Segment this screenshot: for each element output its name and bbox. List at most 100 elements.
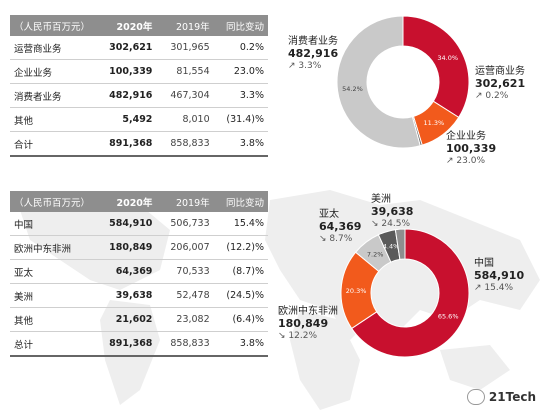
label-change: ↘ 8.7% — [319, 234, 353, 244]
row-2019: 8,010 — [156, 107, 214, 132]
row-change: (24.5)% — [213, 283, 268, 308]
table-header-row: （人民币百万元） 2020年 2019年 同比变动 — [10, 15, 268, 36]
row-change: (6.4)% — [213, 307, 268, 332]
header-2020: 2020年 — [99, 15, 157, 36]
label-name: 欧洲中东非洲 — [278, 306, 338, 317]
segment-revenue-table: （人民币百万元） 2020年 2019年 同比变动 运营商业务 302,621 … — [10, 15, 268, 157]
table-row: 企业业务 100,339 81,554 23.0% — [10, 59, 268, 84]
row-name: 其他 — [10, 307, 100, 332]
row-change: 0.2% — [213, 36, 268, 60]
row-2019: 52,478 — [156, 283, 214, 308]
row-change: (12.2)% — [213, 235, 268, 260]
donut-slice — [402, 15, 470, 119]
donut-slice — [336, 15, 421, 149]
row-2020: 39,638 — [99, 283, 157, 308]
row-2020: 21,602 — [99, 307, 157, 332]
header-change: 同比变动 — [213, 15, 268, 36]
row-2019: 467,304 — [156, 83, 214, 108]
slice-percent-label: 7.2% — [367, 251, 384, 259]
region-donut-chart: 65.6% 20.3% 7.2%4.4% — [340, 228, 470, 358]
label-change: ↗ 15.4% — [474, 283, 513, 293]
donut-slice — [351, 228, 470, 358]
row-name: 运营商业务 — [10, 36, 100, 60]
row-name: 中国 — [10, 212, 100, 236]
label-china: 中国 584,910 ↗ 15.4% — [474, 258, 524, 294]
row-name: 欧洲中东非洲 — [10, 235, 100, 260]
table-row: 消费者业务 482,916 467,304 3.3% — [10, 83, 268, 108]
header-unit: （人民币百万元） — [10, 15, 100, 36]
row-2020: 891,368 — [99, 331, 157, 357]
table-row: 欧洲中东非洲 180,849 206,007 (12.2)% — [10, 235, 268, 260]
wechat-icon — [466, 389, 485, 405]
row-name: 合计 — [10, 131, 100, 157]
label-consumer: 消费者业务 482,916 ↗ 3.3% — [288, 36, 338, 72]
table-row-total: 总计 891,368 858,833 3.8% — [10, 331, 268, 357]
row-2020: 180,849 — [99, 235, 157, 260]
label-name: 企业业务 — [446, 131, 486, 142]
donut-slice — [394, 228, 406, 260]
row-2020: 100,339 — [99, 59, 157, 84]
label-enterprise: 企业业务 100,339 ↗ 23.0% — [446, 131, 496, 167]
header-change: 同比变动 — [213, 191, 268, 212]
row-2019: 23,082 — [156, 307, 214, 332]
header-unit: （人民币百万元） — [10, 191, 100, 212]
table-row: 美洲 39,638 52,478 (24.5)% — [10, 283, 268, 308]
header-2019: 2019年 — [156, 191, 214, 212]
slice-percent-label: 11.3% — [424, 119, 445, 127]
table-row: 其他 5,492 8,010 (31.4)% — [10, 107, 268, 132]
label-value: 64,369 — [319, 220, 362, 233]
label-change: ↗ 0.2% — [475, 91, 509, 101]
label-value: 584,910 — [474, 269, 525, 282]
row-name: 消费者业务 — [10, 83, 100, 108]
table-row: 其他 21,602 23,082 (6.4)% — [10, 307, 268, 332]
row-change: (31.4)% — [213, 107, 268, 132]
row-2020: 5,492 — [99, 107, 157, 132]
row-name: 美洲 — [10, 283, 100, 308]
slice-percent-label: 65.6% — [438, 313, 459, 321]
row-2019: 858,833 — [156, 131, 214, 157]
row-change: 15.4% — [213, 212, 268, 236]
label-change: ↗ 3.3% — [288, 61, 322, 71]
label-name: 中国 — [474, 258, 494, 269]
slice-percent-label: 34.0% — [437, 54, 458, 62]
row-change: 3.3% — [213, 83, 268, 108]
slice-percent-label: 4.4% — [383, 243, 400, 251]
label-carrier: 运营商业务 302,621 ↗ 0.2% — [475, 66, 525, 102]
label-change: ↘ 12.2% — [278, 331, 317, 341]
table-row: 中国 584,910 506,733 15.4% — [10, 212, 268, 236]
label-emea: 欧洲中东非洲 180,849 ↘ 12.2% — [278, 306, 338, 342]
label-value: 180,849 — [278, 317, 329, 330]
table-row: 亚太 64,369 70,533 (8.7)% — [10, 259, 268, 284]
watermark-text: 21Tech — [488, 390, 536, 404]
label-value: 39,638 — [371, 205, 414, 218]
row-2019: 301,965 — [156, 36, 214, 60]
row-2019: 70,533 — [156, 259, 214, 284]
label-name: 美洲 — [371, 194, 391, 205]
label-value: 302,621 — [475, 77, 526, 90]
label-change: ↘ 24.5% — [371, 219, 410, 229]
slice-percent-label: 20.3% — [346, 287, 367, 295]
row-name: 亚太 — [10, 259, 100, 284]
row-name: 企业业务 — [10, 59, 100, 84]
row-2020: 584,910 — [99, 212, 157, 236]
table-row: 运营商业务 302,621 301,965 0.2% — [10, 36, 268, 60]
row-name: 其他 — [10, 107, 100, 132]
region-revenue-table: （人民币百万元） 2020年 2019年 同比变动 中国 584,910 506… — [10, 191, 268, 357]
row-2020: 482,916 — [99, 83, 157, 108]
row-2020: 64,369 — [99, 259, 157, 284]
row-2020: 891,368 — [99, 131, 157, 157]
row-2019: 81,554 — [156, 59, 214, 84]
row-2020: 302,621 — [99, 36, 157, 60]
row-2019: 506,733 — [156, 212, 214, 236]
watermark: 21Tech — [466, 389, 536, 405]
label-name: 消费者业务 — [288, 36, 338, 47]
table-row-total: 合计 891,368 858,833 3.8% — [10, 131, 268, 157]
label-apac: 亚太 64,369 ↘ 8.7% — [319, 209, 361, 245]
label-value: 100,339 — [446, 142, 497, 155]
segment-donut-chart: 34.0% 11.3% 54.2% — [336, 15, 470, 149]
row-change: 3.8% — [213, 131, 268, 157]
label-americas: 美洲 39,638 ↘ 24.5% — [371, 194, 413, 230]
header-2019: 2019年 — [156, 15, 214, 36]
label-value: 482,916 — [288, 47, 339, 60]
label-name: 运营商业务 — [475, 66, 525, 77]
